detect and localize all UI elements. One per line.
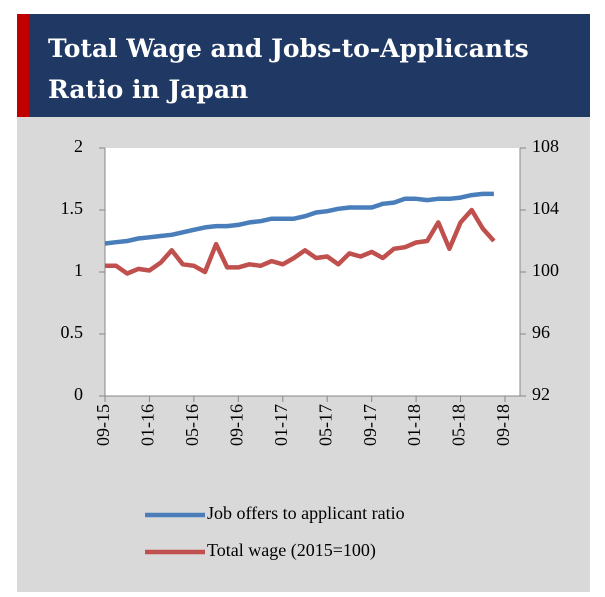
- y2-tick-label: 108: [532, 136, 559, 156]
- header: [17, 14, 590, 117]
- series-line: [105, 207, 496, 276]
- legend-label: Total wage (2015=100): [207, 540, 376, 561]
- x-tick-label: 09-15: [93, 404, 113, 446]
- plot-area: [105, 148, 520, 396]
- y-tick-label: 1.5: [61, 198, 84, 218]
- x-tick-label: 09-16: [226, 404, 246, 446]
- y2-tick-label: 92: [532, 384, 550, 404]
- x-tick-label: 09-17: [360, 404, 380, 446]
- x-tick-label: 01-17: [271, 404, 291, 446]
- x-tick-label: 05-17: [315, 404, 335, 446]
- x-tick-label: 05-18: [449, 404, 469, 446]
- x-tick-label: 01-18: [404, 404, 424, 446]
- header-accent: [17, 14, 30, 117]
- chart-title: Ratio in Japan: [48, 75, 248, 104]
- x-tick-label: 05-16: [182, 404, 202, 446]
- x-tick-label: 01-16: [138, 404, 158, 446]
- series-line: [104, 191, 494, 246]
- y2-tick-label: 104: [532, 198, 559, 218]
- x-tick-label: 09-18: [493, 404, 513, 446]
- y-tick-label: 2: [74, 136, 83, 156]
- y2-tick-label: 100: [532, 260, 559, 280]
- y-tick-label: 0.5: [61, 322, 84, 342]
- y-tick-label: 0: [74, 384, 83, 404]
- legend-label: Job offers to applicant ratio: [207, 503, 405, 523]
- y-tick-label: 1: [74, 260, 83, 280]
- chart-title: Total Wage and Jobs-to-Applicants: [48, 34, 529, 63]
- y2-tick-label: 96: [532, 322, 550, 342]
